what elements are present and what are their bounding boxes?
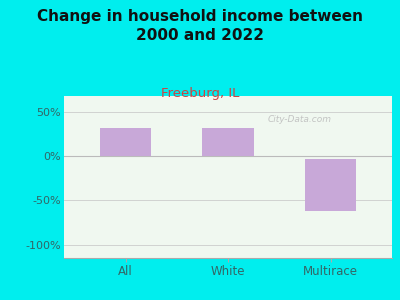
Text: City-Data.com: City-Data.com bbox=[267, 116, 331, 124]
Text: Change in household income between
2000 and 2022: Change in household income between 2000 … bbox=[37, 9, 363, 43]
Bar bbox=[202, 128, 254, 156]
Text: Freeburg, IL: Freeburg, IL bbox=[161, 87, 239, 100]
Bar bbox=[305, 159, 356, 211]
Bar bbox=[100, 128, 151, 156]
